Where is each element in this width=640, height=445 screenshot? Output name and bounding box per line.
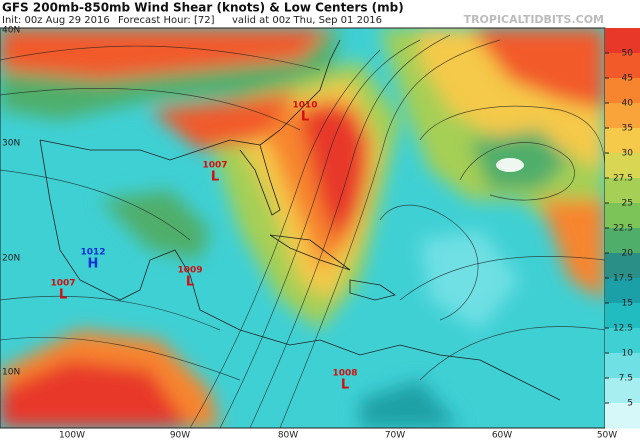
center-symbol: L — [301, 110, 309, 125]
colorbar-band — [605, 103, 640, 129]
colorbar-label: 35 — [622, 124, 633, 134]
colorbar-band — [605, 228, 640, 254]
lon-label: 90W — [170, 431, 190, 441]
site: TROPICALTIDBITS.COM — [464, 13, 604, 26]
lon-label: 100W — [59, 431, 85, 441]
colorbar-band — [605, 378, 640, 404]
colorbar-band — [605, 303, 640, 329]
colorbar-band — [605, 328, 640, 354]
center-symbol: L — [211, 170, 219, 185]
colorbar-label: 17.5 — [613, 274, 633, 284]
colorbar-label: 7.5 — [619, 374, 633, 384]
colorbar-band — [605, 153, 640, 179]
colorbar-band — [605, 278, 640, 304]
coastlines — [39, 39, 561, 401]
colorbar-label: 5 — [627, 399, 633, 409]
lon-label: 80W — [278, 431, 298, 441]
center-symbol: L — [341, 378, 349, 393]
colorbar-band — [605, 53, 640, 79]
lon-label: 50W — [597, 431, 617, 441]
lat-label: 40N — [2, 26, 20, 36]
colorbar-band — [605, 253, 640, 279]
center-pressure: 1010 — [292, 101, 317, 111]
colorbar-band — [605, 28, 640, 54]
colorbar-band — [605, 78, 640, 104]
colorbar-band — [605, 178, 640, 204]
center-symbol: L — [186, 275, 194, 290]
lat-label: 10N — [2, 368, 20, 378]
center-symbol: L — [59, 288, 67, 303]
colorbar-band — [605, 403, 640, 429]
lon-label: 60W — [492, 431, 512, 441]
colorbar-label: 50 — [622, 49, 634, 59]
colorbar-band — [605, 353, 640, 379]
center-pressure: 1007 — [50, 279, 75, 289]
colorbar: 50 45 40 35 30 27.5 25 22.5 20 17.5 15 12.5 10 7.5 5 — [605, 28, 640, 429]
center-pressure: 1009 — [177, 266, 202, 276]
colorbar-label: 12.5 — [613, 324, 633, 334]
center-pressure: 1008 — [332, 369, 357, 379]
center-pressure: 1007 — [202, 161, 227, 171]
colorbar-label: 15 — [622, 299, 633, 309]
streamlines — [0, 34, 605, 428]
colorbar-label: 20 — [622, 249, 634, 259]
colorbar-label: 10 — [622, 349, 634, 359]
map-field — [0, 28, 605, 428]
center-symbol: H — [88, 257, 99, 272]
colorbar-label: 45 — [622, 74, 633, 84]
colorbar-band — [605, 128, 640, 154]
colorbar-label: 30 — [622, 149, 634, 159]
colorbar-band — [605, 203, 640, 229]
valid-time: valid at 00z Thu, Sep 01 2016 — [232, 15, 382, 26]
colorbar-label: 25 — [622, 199, 633, 209]
lon-label: 70W — [385, 431, 405, 441]
colorbar-label: 27.5 — [613, 174, 633, 184]
lat-label: 30N — [2, 139, 20, 149]
colorbar-label: 22.5 — [613, 224, 633, 234]
lat-label: 20N — [2, 254, 20, 264]
init: Init: 00z Aug 29 2016 — [2, 15, 110, 26]
center-pressure: 1012 — [80, 248, 105, 258]
title: GFS 200mb-850mb Wind Shear (knots) & Low… — [2, 1, 404, 15]
colorbar-label: 40 — [622, 99, 634, 109]
forecast-hour: Forecast Hour: [72] — [118, 15, 215, 26]
